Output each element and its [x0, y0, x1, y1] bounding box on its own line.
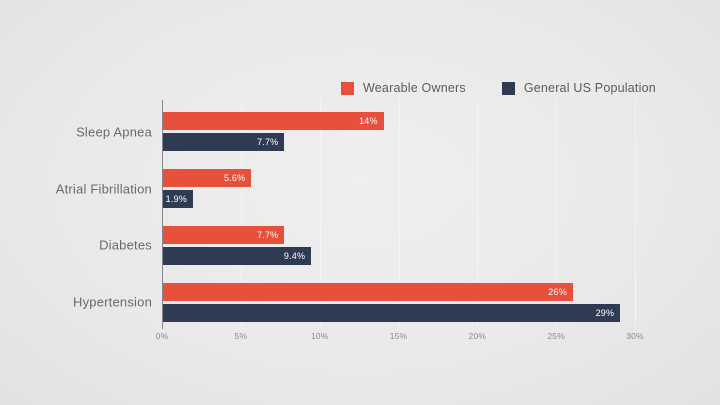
x-tick-label: 15%	[389, 331, 408, 341]
bar-general-us-population: 1.9%	[163, 190, 193, 209]
bar-value-label: 14%	[359, 116, 378, 127]
value-axis-line	[162, 100, 163, 329]
category-label: Sleep Apnea	[76, 124, 152, 140]
x-tick-label: 0%	[155, 331, 169, 341]
bar-general-us-population: 9.4%	[163, 246, 312, 265]
bar-wearable-owners: 7.7%	[163, 225, 285, 244]
bar-value-label: 29%	[595, 307, 615, 318]
gridline	[240, 100, 242, 327]
x-tick-label: 10%	[310, 331, 329, 341]
x-tick-label: 20%	[468, 331, 487, 341]
legend-swatch-general-us-population	[501, 81, 515, 95]
category-label: Diabetes	[99, 237, 152, 253]
legend-item-general-us-population: General US Population	[501, 81, 656, 95]
x-tick-label: 25%	[547, 331, 565, 341]
gridline	[556, 100, 558, 327]
legend-swatch-wearable-owners	[341, 81, 354, 95]
bar-wearable-owners: 26%	[163, 282, 573, 301]
bar-wearable-owners: 14%	[163, 112, 384, 131]
bar-value-label: 26%	[548, 286, 567, 297]
bar-value-label: 7.7%	[257, 229, 279, 240]
bar-value-label: 1.9%	[165, 194, 187, 205]
plot-area: 14% 7.7% 5.6% 1.9% 7.7% 9.4% 26% 29%	[162, 100, 636, 329]
bar-general-us-population: 29%	[163, 303, 621, 322]
legend-item-wearable-owners: Wearable Owners	[341, 81, 466, 95]
gridline	[319, 100, 321, 327]
category-label: Hypertension	[73, 294, 152, 310]
gridline	[477, 100, 479, 327]
x-tick-label: 30%	[626, 331, 644, 341]
bar-value-label: 9.4%	[283, 250, 306, 261]
gridline	[635, 100, 636, 327]
x-tick-label: 5%	[234, 331, 248, 341]
legend-label-general-us-population: General US Population	[523, 81, 656, 95]
category-label: Atrial Fibrillation	[55, 181, 152, 197]
bar-value-label: 7.7%	[257, 137, 279, 148]
bar-wearable-owners: 5.6%	[163, 169, 252, 188]
legend-label-wearable-owners: Wearable Owners	[363, 81, 466, 95]
bar-value-label: 5.6%	[223, 173, 246, 184]
bar-general-us-population: 7.7%	[163, 133, 285, 152]
gridline	[398, 100, 400, 327]
chart-legend: Wearable Owners General US Population	[341, 81, 656, 95]
